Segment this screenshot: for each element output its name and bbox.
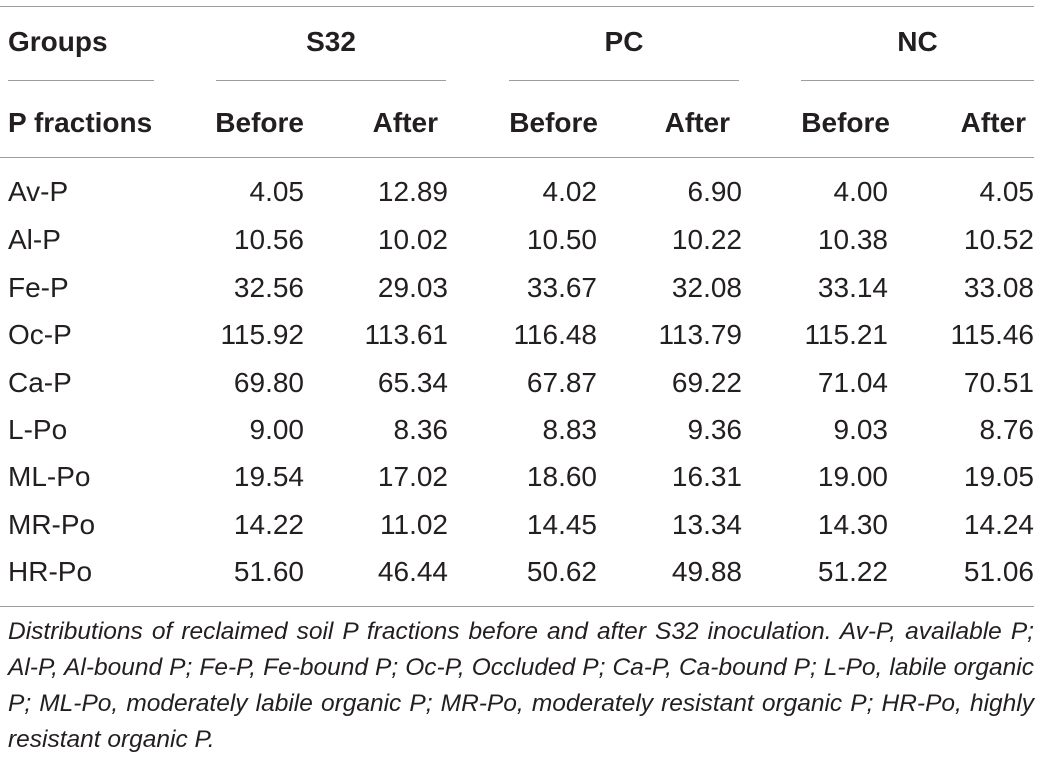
table-cell: 12.89 — [377, 176, 448, 207]
row-label: Oc-P — [8, 319, 72, 350]
header-bottom-rule — [0, 157, 1034, 158]
row-label: Al-P — [8, 224, 61, 255]
row-label: Ca-P — [8, 367, 72, 398]
table-cell: 33.14 — [817, 272, 888, 303]
table-cell: 32.08 — [671, 272, 742, 303]
table-cell: 19.54 — [233, 461, 304, 492]
table-cell: 19.05 — [963, 461, 1034, 492]
table-caption: Distributions of reclaimed soil P fracti… — [8, 618, 1034, 753]
table-cell: 115.46 — [950, 319, 1034, 350]
table-cell: 4.05 — [979, 176, 1035, 207]
groups-underline — [8, 80, 154, 81]
table-top-rule — [0, 6, 1034, 7]
row-label: ML-Po — [8, 461, 91, 492]
subheader-pc-before: Before — [509, 107, 598, 138]
table-cell: 29.03 — [377, 272, 448, 303]
table-cell: 115.21 — [804, 319, 888, 350]
table-cell: 69.80 — [233, 367, 304, 398]
table-cell: 51.06 — [963, 556, 1034, 587]
table-cell: 51.60 — [233, 556, 304, 587]
row-label: Fe-P — [8, 272, 69, 303]
table-cell: 67.87 — [526, 367, 597, 398]
table-cell: 16.31 — [671, 461, 742, 492]
table-cell: 8.83 — [542, 414, 598, 445]
table-cell: 13.34 — [671, 509, 742, 540]
table-cell: 10.56 — [233, 224, 304, 255]
row-label: Av-P — [8, 176, 69, 207]
table-cell: 9.36 — [687, 414, 743, 445]
nc-underline — [801, 80, 1034, 81]
table-cell: 17.02 — [377, 461, 448, 492]
table-cell: 8.76 — [979, 414, 1035, 445]
s32-underline — [216, 80, 446, 81]
table-cell: 14.45 — [526, 509, 597, 540]
table-cell: 10.52 — [963, 224, 1034, 255]
table-cell: 115.92 — [220, 319, 304, 350]
subheader-nc-before: Before — [801, 107, 890, 138]
table-cell: 18.60 — [526, 461, 597, 492]
table-cell: 6.90 — [687, 176, 743, 207]
table-cell: 19.00 — [817, 461, 888, 492]
row-label: HR-Po — [8, 556, 93, 587]
groups-header: Groups — [8, 26, 108, 57]
table-cell: 10.22 — [671, 224, 742, 255]
table-cell: 69.22 — [671, 367, 742, 398]
table-cell: 71.04 — [817, 367, 888, 398]
table-cell: 33.67 — [526, 272, 597, 303]
table-cell: 10.50 — [526, 224, 597, 255]
table-cell: 51.22 — [817, 556, 888, 587]
subheader-nc-after: After — [960, 107, 1026, 138]
table-cell: 113.79 — [658, 319, 742, 350]
row-label: MR-Po — [8, 509, 96, 540]
group-header-s32: S32 — [306, 26, 356, 57]
group-header-nc: NC — [897, 26, 938, 57]
row-label: L-Po — [8, 414, 68, 445]
table-cell: 113.61 — [364, 319, 448, 350]
table-cell: 9.03 — [833, 414, 889, 445]
subheader-s32-after: After — [372, 107, 438, 138]
table-cell: 10.38 — [817, 224, 888, 255]
table-cell: 116.48 — [513, 319, 597, 350]
table-cell: 4.02 — [542, 176, 598, 207]
table-cell: 32.56 — [233, 272, 304, 303]
pc-underline — [509, 80, 739, 81]
table-cell: 50.62 — [526, 556, 597, 587]
fractions-header: P fractions — [8, 107, 153, 138]
table-cell: 14.30 — [817, 509, 888, 540]
table-cell: 14.24 — [963, 509, 1034, 540]
table-cell: 10.02 — [377, 224, 448, 255]
table-bottom-rule — [0, 606, 1034, 607]
table-cell: 65.34 — [377, 367, 448, 398]
table-cell: 46.44 — [377, 556, 448, 587]
table-cell: 14.22 — [233, 509, 304, 540]
subheader-pc-after: After — [664, 107, 730, 138]
table-cell: 4.05 — [249, 176, 305, 207]
table-cell: 70.51 — [963, 367, 1034, 398]
table-cell: 4.00 — [833, 176, 889, 207]
table-cell: 49.88 — [671, 556, 742, 587]
table-cell: 8.36 — [393, 414, 449, 445]
table-cell: 11.02 — [380, 509, 448, 540]
table-cell: 9.00 — [249, 414, 305, 445]
subheader-s32-before: Before — [215, 107, 304, 138]
table-cell: 33.08 — [963, 272, 1034, 303]
group-header-pc: PC — [604, 26, 644, 57]
